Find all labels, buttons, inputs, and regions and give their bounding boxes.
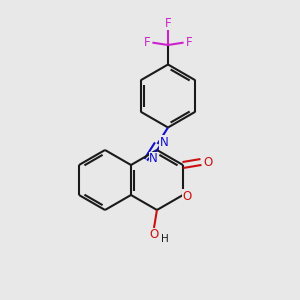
Text: O: O: [149, 228, 159, 241]
Text: O: O: [203, 155, 212, 169]
Text: F: F: [165, 16, 171, 30]
Text: N: N: [149, 152, 158, 166]
Text: F: F: [186, 36, 192, 49]
Text: N: N: [160, 136, 169, 149]
Text: F: F: [144, 36, 150, 49]
Text: O: O: [183, 190, 192, 203]
Text: H: H: [160, 234, 168, 244]
